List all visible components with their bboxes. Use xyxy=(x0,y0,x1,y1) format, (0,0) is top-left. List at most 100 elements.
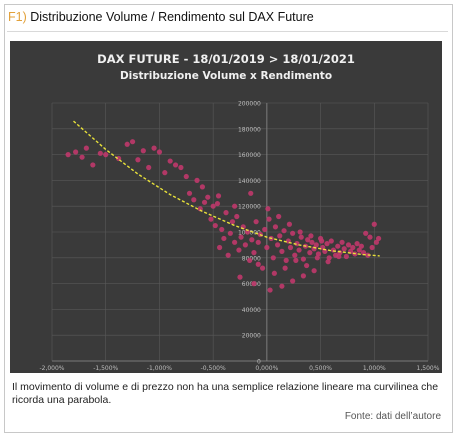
data-point xyxy=(212,222,218,229)
y-tick-label: 160000 xyxy=(238,152,261,159)
x-tick-label: -2,000% xyxy=(39,365,64,372)
data-point xyxy=(300,273,306,279)
data-point xyxy=(272,224,279,230)
x-tick-label: -1,500% xyxy=(93,365,118,372)
data-point xyxy=(271,270,277,276)
figure-header: F1) Distribuzione Volume / Rendimento su… xyxy=(8,10,449,32)
data-point xyxy=(305,237,311,243)
data-point xyxy=(270,255,276,261)
data-point xyxy=(309,239,315,245)
data-point xyxy=(293,257,299,263)
chart-area: DAX FUTURE - 18/01/2019 > 18/01/2021 Dis… xyxy=(10,41,442,373)
data-point xyxy=(140,148,146,154)
data-point xyxy=(227,230,233,236)
data-point xyxy=(345,242,352,248)
x-tick-labels: -2,000% -1,500% -1,000% -0,500% 0,000% 0,500%… xyxy=(39,365,439,372)
chart-title: DAX FUTURE - 18/01/2019 > 18/01/2021 xyxy=(97,52,355,66)
data-point xyxy=(197,206,203,212)
data-point xyxy=(249,237,255,243)
data-point xyxy=(279,283,285,289)
x-tick-label: 0,000% xyxy=(255,365,278,372)
data-point xyxy=(328,238,334,244)
data-point xyxy=(266,216,272,222)
data-points xyxy=(65,139,382,293)
trendline-layer xyxy=(73,120,380,257)
data-point xyxy=(369,244,375,251)
data-point xyxy=(199,184,205,190)
data-point xyxy=(371,221,377,227)
data-point xyxy=(219,226,225,233)
data-point xyxy=(238,234,244,240)
data-point xyxy=(290,278,296,284)
data-point xyxy=(308,233,314,239)
data-point xyxy=(255,239,261,245)
data-point xyxy=(73,149,79,155)
data-point xyxy=(324,241,330,247)
data-point xyxy=(297,229,303,235)
data-point xyxy=(341,246,347,252)
data-point xyxy=(319,238,325,244)
data-point xyxy=(248,190,254,196)
y-tick-label: 120000 xyxy=(238,204,261,211)
data-point xyxy=(242,242,248,248)
data-point xyxy=(253,219,259,225)
data-point xyxy=(279,248,285,254)
trendline xyxy=(73,120,380,257)
data-point xyxy=(339,239,345,245)
data-point xyxy=(210,203,216,209)
data-point xyxy=(296,247,302,253)
data-point xyxy=(277,233,283,239)
data-point xyxy=(276,213,282,220)
y-tick-label: 40000 xyxy=(242,307,261,314)
data-point xyxy=(232,203,238,209)
data-point xyxy=(236,247,242,253)
data-point xyxy=(97,150,103,156)
data-point xyxy=(186,190,193,196)
data-point xyxy=(216,244,223,251)
data-point xyxy=(234,213,240,220)
scatter-chart: DAX FUTURE - 18/01/2019 > 18/01/2021 Dis… xyxy=(39,52,439,372)
data-point xyxy=(287,244,294,251)
data-point xyxy=(205,194,211,200)
data-point xyxy=(264,244,270,251)
data-point xyxy=(259,265,266,271)
y-tick-label: 180000 xyxy=(238,126,261,133)
x-tick-label: 1,000% xyxy=(363,365,386,372)
data-point xyxy=(247,257,253,263)
data-point xyxy=(103,152,109,158)
data-point xyxy=(307,250,313,256)
data-point xyxy=(251,281,257,287)
data-point xyxy=(300,256,306,262)
figure-source: Fonte: dati dell’autore xyxy=(344,411,441,422)
data-point xyxy=(183,173,189,180)
x-tick-label: 0,500% xyxy=(309,365,332,372)
data-point xyxy=(65,152,71,158)
data-point xyxy=(79,154,85,160)
data-point xyxy=(282,265,288,271)
data-point xyxy=(314,255,320,261)
data-point xyxy=(255,261,261,267)
data-point xyxy=(283,257,289,263)
data-point xyxy=(298,234,304,240)
data-point xyxy=(373,239,380,245)
figure-label: F1) xyxy=(8,10,27,24)
data-point xyxy=(178,164,184,171)
data-point xyxy=(135,157,141,163)
data-point xyxy=(172,162,179,168)
data-point xyxy=(375,235,382,242)
data-point xyxy=(232,239,238,245)
data-point xyxy=(251,250,257,256)
data-point xyxy=(354,241,360,247)
chart-subtitle: Distribuzione Volume x Rendimento xyxy=(120,70,332,82)
x-tick-label: 1,500% xyxy=(417,365,440,372)
data-point xyxy=(146,164,152,171)
data-point xyxy=(350,244,356,251)
data-point xyxy=(265,206,271,212)
data-point xyxy=(262,226,268,233)
data-point xyxy=(281,228,287,234)
data-point xyxy=(360,250,367,256)
data-point xyxy=(162,170,168,176)
data-point xyxy=(221,235,227,242)
data-point xyxy=(336,253,342,260)
data-point xyxy=(294,241,300,247)
